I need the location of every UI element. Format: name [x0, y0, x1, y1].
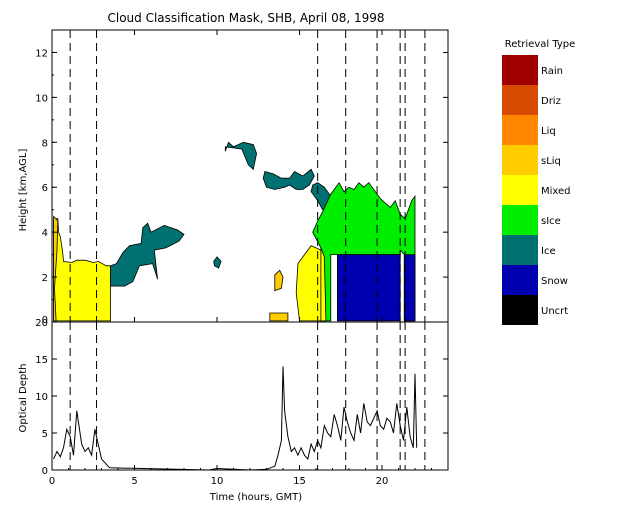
legend-label-ice: Ice [541, 246, 556, 257]
cloud-region-sliq-1 [53, 215, 59, 322]
top-y-tick-label-2: 4 [42, 228, 48, 239]
legend-swatch-sliq [502, 145, 538, 175]
legend-swatch-snow [502, 265, 538, 295]
legend-swatch-mixed [502, 175, 538, 205]
legend-swatch-rain [502, 55, 538, 85]
cloud-region-ice-5 [262, 168, 315, 190]
cloud-region-sliq-7 [274, 269, 284, 292]
bottom-y-tick-label-2: 10 [35, 392, 48, 403]
cloud-region-mixed-11 [320, 247, 327, 322]
legend-label-mixed: Mixed [541, 186, 571, 197]
top-panel: 2 4 6 8 10 12 0 [35, 29, 449, 326]
x-tick-label-3: 15 [293, 476, 306, 487]
legend-label-driz: Driz [541, 96, 561, 107]
top-y-axis-label: Height [km,AGL] [18, 149, 29, 232]
legend-label-sice: sIce [541, 216, 561, 227]
cloud-region-ice-4 [224, 141, 258, 171]
optical-depth-line [53, 366, 418, 471]
top-y-tick-label-3: 6 [42, 183, 48, 194]
legend-swatch-ice [502, 235, 538, 265]
cloud-region-ice-2 [110, 222, 185, 287]
x-tick-label-0: 0 [49, 476, 55, 487]
x-axis-label: Time (hours, GMT) [209, 492, 303, 503]
bottom-y-tick-label-1: 5 [42, 429, 48, 440]
legend: Retrieval Type Rain Driz Liq sLiq Mixed sIce I… [502, 39, 575, 325]
chart-title: Cloud Classification Mask, SHB, April 08… [107, 11, 384, 25]
legend-swatch-driz [502, 85, 538, 115]
top-y-tick-label-4: 8 [42, 138, 48, 149]
cloud-region-snow-13 [403, 254, 416, 322]
bottom-y-tick-label-4: 20 [35, 318, 48, 329]
bottom-y-tick-label-0: 0 [42, 466, 48, 477]
cloud-region-snow-12 [336, 254, 401, 322]
legend-label-snow: Snow [541, 276, 568, 287]
legend-label-sliq: sLiq [541, 156, 561, 167]
x-tick-label-1: 5 [131, 476, 137, 487]
cloud-region-ice-3 [213, 256, 222, 269]
legend-label-rain: Rain [541, 66, 563, 77]
legend-title: Retrieval Type [505, 39, 576, 50]
top-y-tick-label-zero: 0 [42, 315, 48, 326]
cloud-region-sliq-8 [269, 312, 289, 322]
bottom-y-axis-label: Optical Depth [18, 364, 29, 433]
legend-swatch-liq [502, 115, 538, 145]
legend-label-liq: Liq [541, 126, 556, 137]
cloud-region-sice-10 [312, 181, 416, 322]
legend-swatch-uncrt [502, 295, 538, 325]
x-tick-label-2: 10 [211, 476, 224, 487]
top-y-tick-label-1: 2 [42, 273, 48, 284]
top-y-tick-label-6: 12 [35, 48, 48, 59]
legend-label-uncrt: Uncrt [541, 306, 568, 317]
bottom-y-tick-label-3: 15 [35, 355, 48, 366]
x-tick-label-4: 20 [376, 476, 389, 487]
top-y-tick-label-5: 10 [35, 93, 48, 104]
legend-swatch-sice [502, 205, 538, 235]
